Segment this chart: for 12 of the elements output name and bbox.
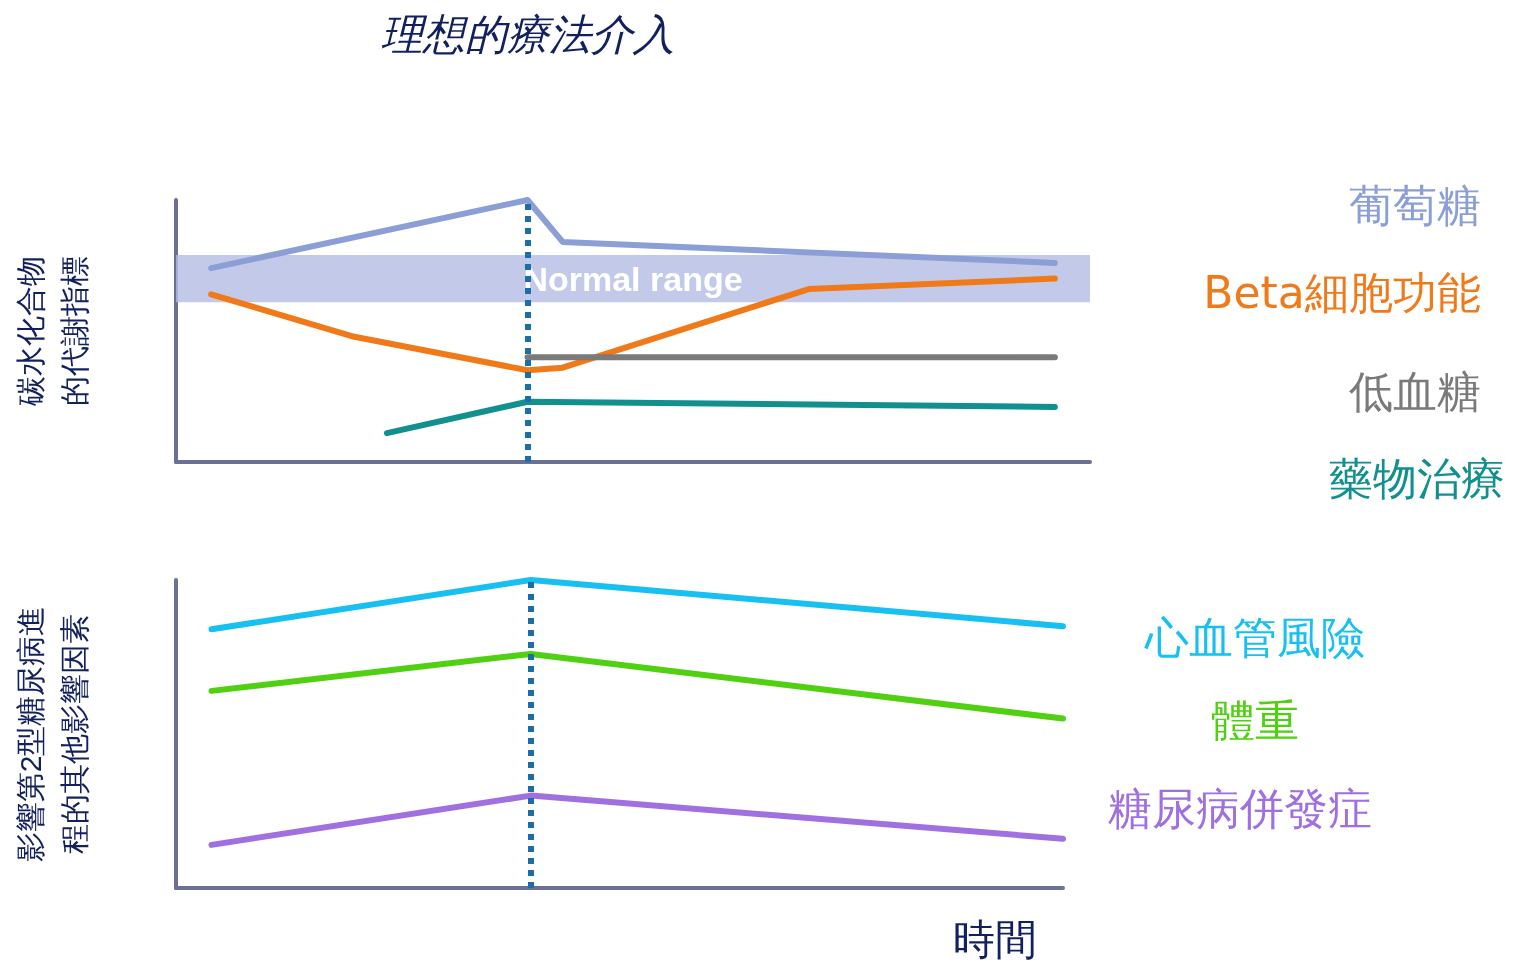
y-axis-title: 影響第2型糖尿病進程的其他影響因素 [13,605,91,863]
text: 體重 [1211,695,1299,747]
text: 低血糖 [1348,365,1481,417]
x-axis-title: 時間 [953,915,1037,963]
y-axis-title: 碳水化合物的代謝指標 [13,256,91,407]
series-label: 心血管風險 [1144,611,1365,663]
text: 藥物治療 [1328,453,1505,505]
band-label: Normal range [523,259,743,298]
text: Beta細胞功能 [1203,267,1481,319]
text: 葡萄糖 [1348,180,1481,232]
series-label: 糖尿病併發症 [1108,783,1372,835]
chart-title: 理想的療法介入 [380,10,675,58]
